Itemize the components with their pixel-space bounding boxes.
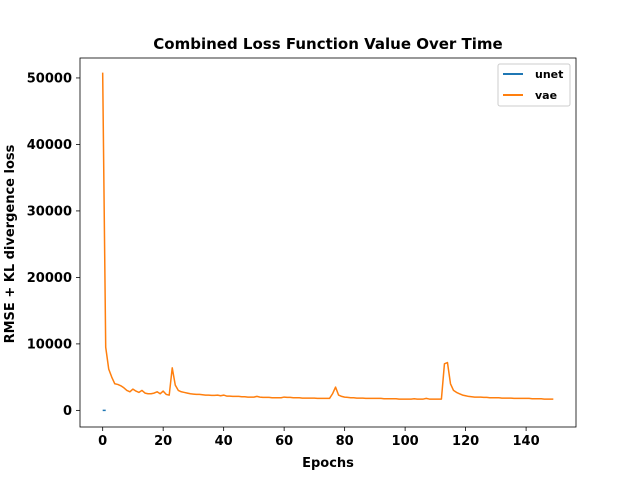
series-line-vae xyxy=(101,72,554,400)
legend-label-vae: vae xyxy=(535,89,557,102)
x-tick-label: 140 xyxy=(513,434,540,449)
chart-title: Combined Loss Function Value Over Time xyxy=(153,35,502,53)
x-tick-label: 0 xyxy=(98,434,107,449)
legend: unet vae xyxy=(497,63,571,107)
y-tick-label: 30000 xyxy=(27,204,72,219)
y-tick-label: 20000 xyxy=(27,271,72,286)
x-axis-ticks: 0 20 40 60 80 100 120 140 xyxy=(98,427,540,449)
y-tick-label: 50000 xyxy=(27,71,72,86)
y-tick-label: 0 xyxy=(63,404,72,419)
x-tick-label: 80 xyxy=(336,434,354,449)
plot-frame xyxy=(79,57,577,428)
x-tick-label: 20 xyxy=(154,434,172,449)
y-axis-ticks: 0 10000 20000 30000 40000 50000 xyxy=(27,71,80,419)
plot-area xyxy=(79,57,577,428)
y-axis-label: RMSE + KL divergence loss xyxy=(3,144,18,343)
x-tick-label: 120 xyxy=(452,434,479,449)
x-tick-label: 100 xyxy=(392,434,419,449)
x-axis-label: Epochs xyxy=(302,456,354,471)
y-tick-label: 10000 xyxy=(27,337,72,352)
x-tick-label: 60 xyxy=(275,434,293,449)
legend-label-unet: unet xyxy=(535,68,563,81)
y-tick-label: 40000 xyxy=(27,138,72,153)
x-tick-label: 40 xyxy=(215,434,233,449)
